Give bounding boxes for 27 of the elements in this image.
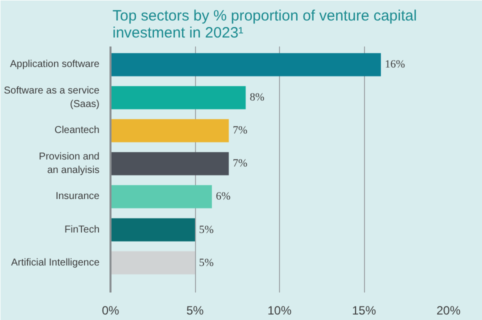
bar — [110, 185, 212, 208]
data-label: 6% — [216, 190, 231, 203]
y-tick-label: Provision and an analyisis — [38, 152, 100, 176]
x-tick-label: 5% — [186, 304, 204, 318]
bar — [110, 218, 195, 242]
x-tick-label: 10% — [267, 304, 292, 318]
bar — [110, 86, 246, 110]
y-tick-label: Insurance — [56, 191, 100, 202]
x-tick-label: 0% — [102, 304, 120, 318]
y-tick-label: Application software — [10, 59, 100, 70]
x-tick-label: 20% — [436, 304, 461, 318]
data-label: 5% — [199, 256, 214, 269]
y-tick-label: Software as a service (Saas) — [4, 86, 100, 110]
data-label: 16% — [384, 58, 406, 71]
y-tick-label: FinTech — [64, 224, 100, 236]
bar — [110, 119, 229, 142]
data-label: 7% — [232, 158, 248, 170]
y-tick-label: Cleantech — [54, 125, 100, 136]
data-label: 7% — [232, 124, 248, 137]
bar — [110, 251, 195, 274]
chart-title: Top sectors by % proportion of venture capital investment in 2023¹ — [112, 8, 417, 42]
bar — [110, 53, 381, 76]
data-label: 5% — [199, 224, 214, 236]
x-tick-label: 15% — [352, 304, 376, 318]
y-tick-label: Artificial Intelligence — [11, 257, 100, 268]
data-label: 8% — [250, 92, 264, 104]
bar — [110, 152, 229, 176]
